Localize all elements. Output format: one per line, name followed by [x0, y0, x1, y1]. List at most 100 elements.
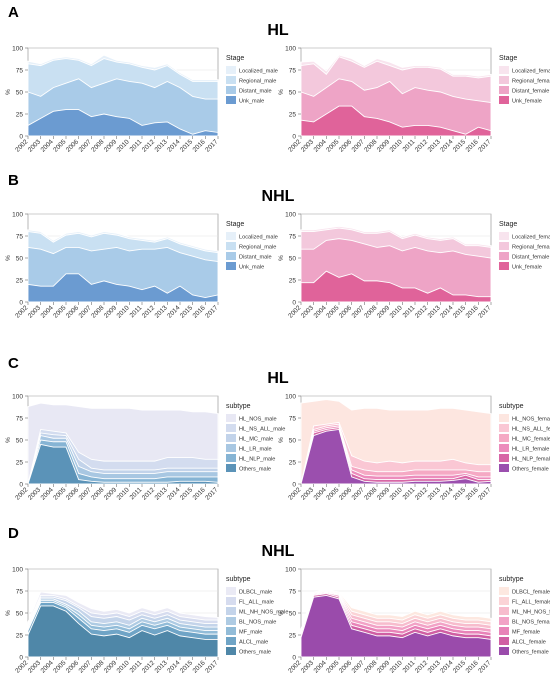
legend-swatch-c-female-hl-nlp-female — [499, 454, 509, 462]
y-tick-label-a-male-1: 25 — [16, 112, 24, 119]
x-tick-label-b-male-2015: 2015 — [179, 304, 194, 319]
legend-swatch-c-female-hl-nos-female — [499, 414, 509, 422]
y-tick-label-b-male-1: 25 — [16, 278, 24, 285]
legend-swatch-b-female-unk-female — [499, 262, 509, 270]
y-tick-label-a-male-4: 100 — [12, 46, 23, 53]
y-tick-label-c-male-3: 75 — [16, 416, 24, 423]
y-tick-label-c-female-4: 100 — [285, 394, 296, 401]
x-tick-label-a-male-2016: 2016 — [192, 138, 207, 153]
panel-title-b: NHL — [261, 188, 295, 205]
area-a-male-unk-male — [27, 109, 219, 137]
legend-swatch-d-male-alcl-male — [226, 637, 236, 645]
x-tick-label-c-male-2008: 2008 — [90, 486, 105, 501]
y-tick-label-d-female-0: 0 — [292, 655, 296, 662]
y-tick-label-a-male-0: 0 — [19, 134, 23, 141]
x-tick-label-d-male-2011: 2011 — [129, 659, 144, 674]
y-tick-label-b-male-2: 50 — [16, 256, 24, 263]
x-tick-label-b-male-2016: 2016 — [192, 304, 207, 319]
x-tick-label-d-female-2010: 2010 — [389, 659, 404, 674]
y-tick-label-d-female-2: 50 — [289, 611, 297, 618]
legend-swatch-a-female-regional-female — [499, 76, 509, 84]
y-tick-label-b-female-4: 100 — [285, 212, 296, 219]
legend-label-d-female-ml-nh-nos-female: ML_NH_NOS_female — [512, 610, 550, 616]
x-tick-label-a-male-2005: 2005 — [52, 138, 67, 153]
x-tick-label-d-female-2005: 2005 — [325, 659, 340, 674]
legend-label-a-male-distant-male: Distant_male — [239, 89, 272, 95]
legend-swatch-b-male-unk-male — [226, 262, 236, 270]
x-tick-label-b-female-2009: 2009 — [376, 304, 391, 319]
y-tick-label-c-male-1: 25 — [16, 460, 24, 467]
chart-d-male: 0255075100%20022003200420052006200720082… — [5, 567, 288, 675]
x-tick-label-b-female-2013: 2013 — [427, 304, 442, 319]
legend-swatch-a-male-localized-male — [226, 66, 236, 74]
legend-label-a-male-localized-male: Localized_male — [239, 69, 278, 75]
legend-swatch-a-male-distant-male — [226, 86, 236, 94]
x-tick-label-c-male-2014: 2014 — [166, 486, 181, 501]
x-tick-label-d-female-2011: 2011 — [402, 659, 417, 674]
legend-swatch-a-male-unk-male — [226, 96, 236, 104]
x-tick-label-d-female-2007: 2007 — [351, 659, 366, 674]
legend-label-d-female-others-female: Others_female — [512, 650, 549, 656]
x-tick-label-c-female-2010: 2010 — [389, 486, 404, 501]
legend-label-d-female-bl-nos-female: BL_NOS_female — [512, 620, 550, 626]
x-tick-label-c-female-2003: 2003 — [300, 486, 315, 501]
x-tick-label-d-male-2004: 2004 — [40, 659, 55, 674]
panel-letter-b: B — [8, 172, 19, 189]
x-tick-label-a-male-2003: 2003 — [27, 138, 42, 153]
legend-label-c-female-hl-ns-all-female: HL_NS_ALL_female — [512, 427, 550, 433]
legend-swatch-c-male-hl-nos-male — [226, 414, 236, 422]
y-tick-label-c-male-4: 100 — [12, 394, 23, 401]
legend-swatch-d-female-mf-female — [499, 627, 509, 635]
x-tick-label-b-male-2004: 2004 — [40, 304, 55, 319]
y-tick-label-c-female-3: 75 — [289, 416, 297, 423]
y-tick-label-c-male-0: 0 — [19, 482, 23, 489]
x-tick-label-b-female-2014: 2014 — [439, 304, 454, 319]
panel-letter-a: A — [8, 4, 19, 21]
legend-swatch-c-male-others-male — [226, 464, 236, 472]
legend-label-d-female-mf-female: MF_female — [512, 630, 540, 636]
x-tick-label-b-female-2007: 2007 — [351, 304, 366, 319]
x-tick-label-c-female-2015: 2015 — [452, 486, 467, 501]
x-tick-label-a-male-2008: 2008 — [90, 138, 105, 153]
legend-label-d-male-others-male: Others_male — [239, 650, 271, 656]
legend-label-b-male-localized-male: Localized_male — [239, 235, 278, 241]
legend-swatch-d-female-ml-nh-nos-female — [499, 607, 509, 615]
area-c-female-others-female — [300, 428, 492, 485]
x-tick-label-c-male-2010: 2010 — [116, 486, 131, 501]
x-tick-label-c-male-2016: 2016 — [192, 486, 207, 501]
y-tick-label-a-female-1: 25 — [289, 112, 297, 119]
x-tick-label-c-male-2015: 2015 — [179, 486, 194, 501]
legend-title-a-female: Stage — [499, 55, 517, 62]
legend-swatch-c-male-hl-ns-all-male — [226, 424, 236, 432]
x-tick-label-b-male-2014: 2014 — [166, 304, 181, 319]
x-tick-label-a-female-2010: 2010 — [389, 138, 404, 153]
area-d-female-others-female — [300, 594, 492, 658]
y-tick-label-b-male-4: 100 — [12, 212, 23, 219]
x-tick-label-d-male-2007: 2007 — [78, 659, 93, 674]
y-tick-label-b-female-3: 75 — [289, 234, 297, 241]
legend-label-c-female-hl-lr-female: HL_LR_female — [512, 447, 549, 453]
legend-swatch-d-male-bl-nos-male — [226, 617, 236, 625]
x-tick-label-a-female-2004: 2004 — [313, 138, 328, 153]
y-tick-label-a-female-4: 100 — [285, 46, 296, 53]
x-tick-label-a-female-2011: 2011 — [402, 138, 417, 153]
x-tick-label-b-male-2002: 2002 — [14, 304, 29, 319]
y-tick-label-c-female-2: 50 — [289, 438, 297, 445]
area-b-male-unk-male — [27, 273, 219, 303]
x-tick-label-b-female-2016: 2016 — [465, 304, 480, 319]
legend-swatch-a-female-localized-female — [499, 66, 509, 74]
legend-label-d-female-fl-all-female: FL_ALL_female — [512, 600, 550, 606]
legend-swatch-c-female-hl-mc-female — [499, 434, 509, 442]
x-tick-label-d-female-2016: 2016 — [465, 659, 480, 674]
x-tick-label-c-female-2002: 2002 — [287, 486, 302, 501]
legend-swatch-d-female-fl-all-female — [499, 597, 509, 605]
legend-label-c-female-hl-nos-female: HL_NOS_female — [512, 417, 550, 423]
y-tick-label-c-female-1: 25 — [289, 460, 297, 467]
y-tick-label-b-male-3: 75 — [16, 234, 24, 241]
y-tick-label-b-male-0: 0 — [19, 300, 23, 307]
chart-c-female: 0255075100%20022003200420052006200720082… — [278, 394, 550, 502]
area-b-female-unk-female — [300, 270, 492, 303]
legend-label-c-male-hl-nos-male: HL_NOS_male — [239, 417, 277, 423]
y-tick-label-b-female-0: 0 — [292, 300, 296, 307]
